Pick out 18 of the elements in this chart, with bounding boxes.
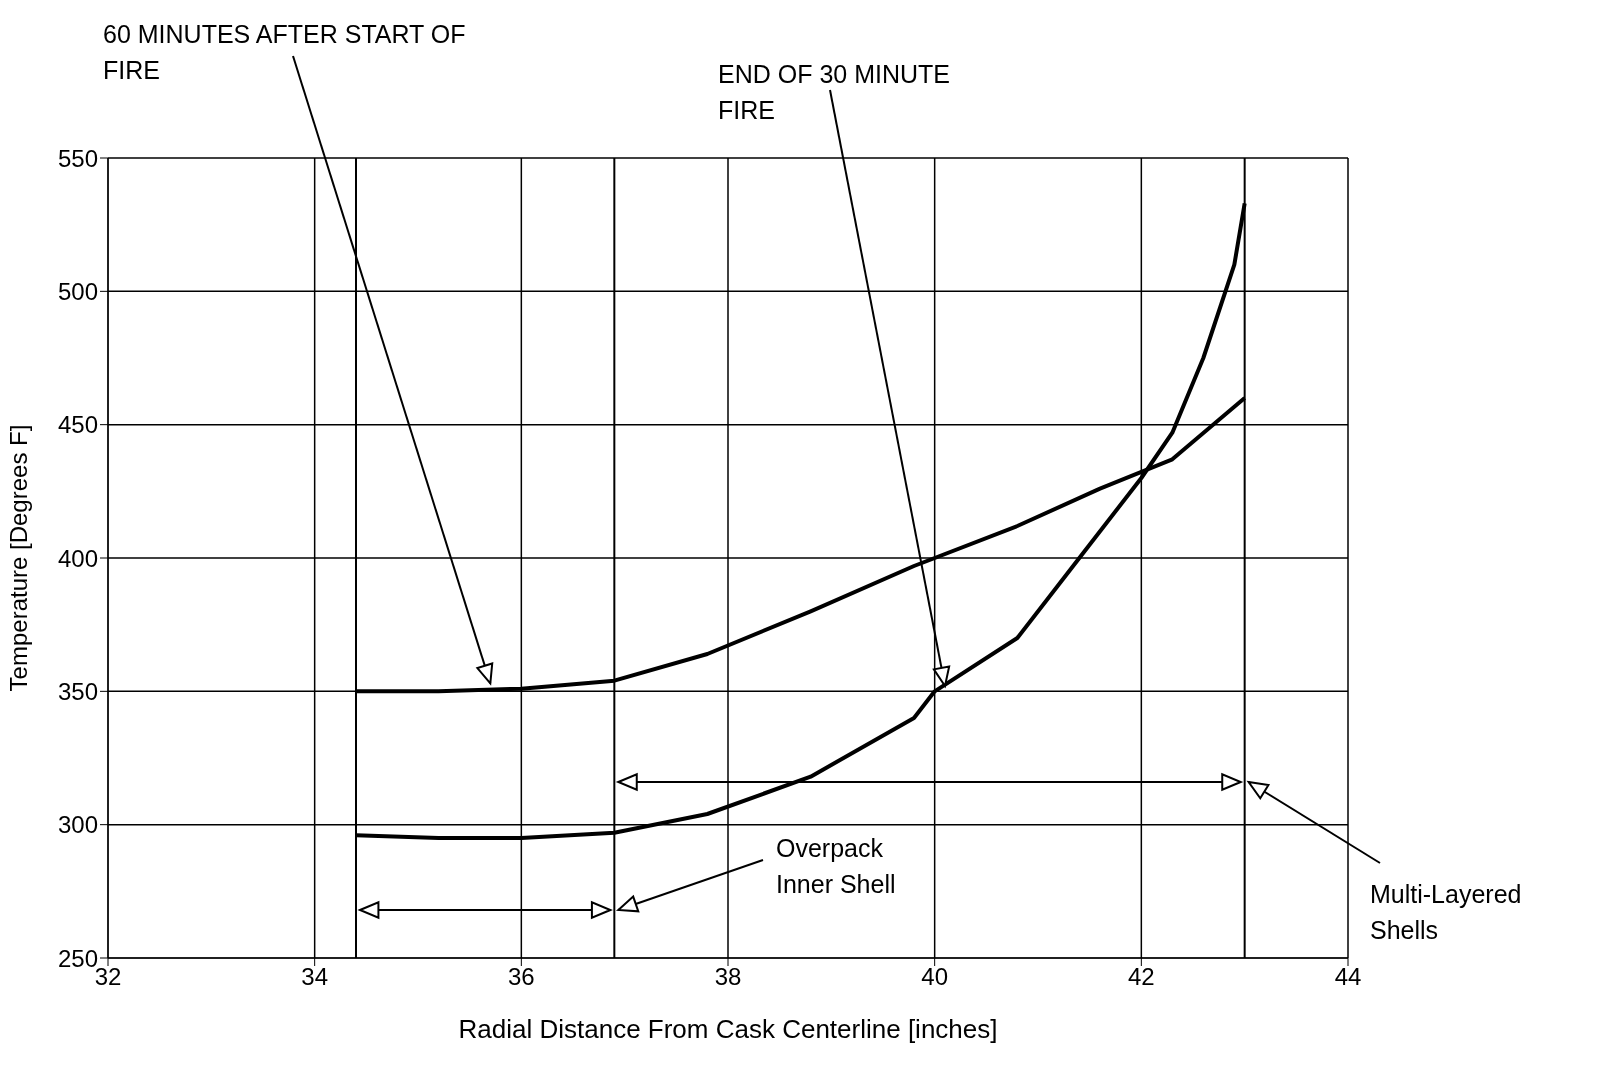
x-tick-label: 36	[507, 963, 535, 991]
y-tick-label: 400	[57, 544, 98, 572]
y-tick-label: 300	[57, 811, 98, 839]
x-tick-label: 38	[714, 963, 742, 991]
x-axis-title: Radial Distance From Cask Centerline [inches]	[458, 1014, 998, 1044]
x-tick-label: 42	[1127, 963, 1155, 991]
y-tick-label: 500	[57, 277, 98, 305]
annotation: 60 MINUTES AFTER START OF FIRE	[103, 19, 467, 86]
annotation: Multi-Layered Shells	[1370, 879, 1523, 946]
annotation: Overpack Inner Shell	[776, 833, 897, 900]
y-axis-title: Temperature [Degrees F]	[4, 424, 32, 692]
y-tick-label: 450	[57, 411, 98, 439]
x-tick-label: 44	[1334, 963, 1362, 991]
y-tick-label: 350	[57, 677, 98, 705]
annotation: END OF 30 MINUTE FIRE	[718, 59, 951, 126]
x-tick-label: 34	[301, 963, 329, 991]
x-tick-label: 40	[921, 963, 949, 991]
y-tick-label: 550	[57, 144, 98, 172]
